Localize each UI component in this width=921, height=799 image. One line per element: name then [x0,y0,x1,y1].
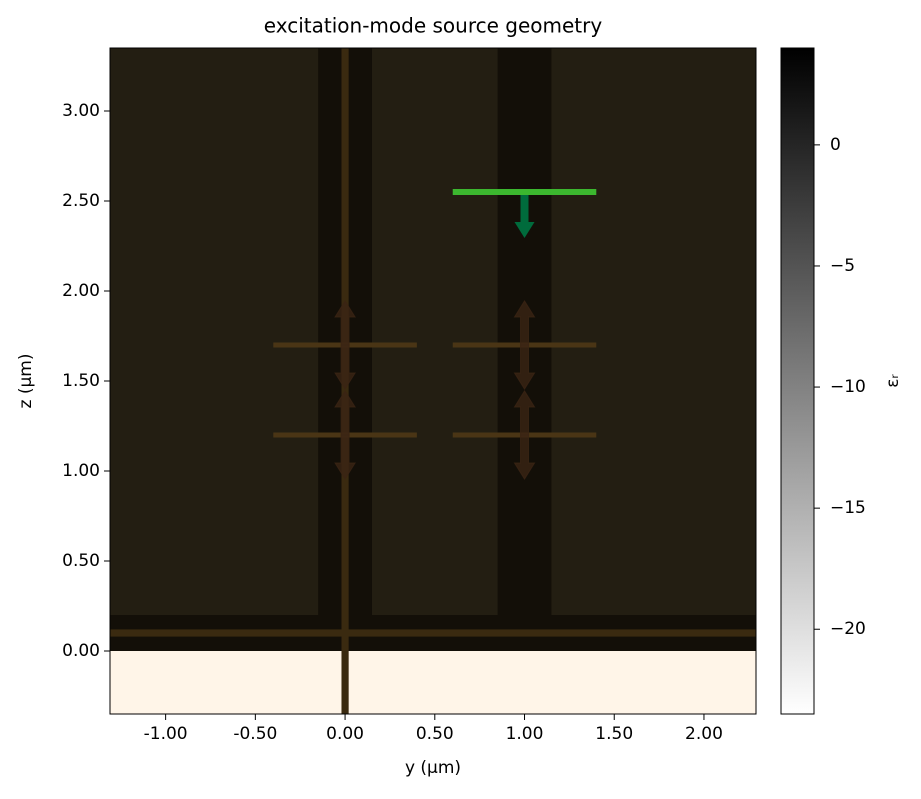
colorbar-tick-label: −15 [830,498,866,518]
colorbar-tick-label: −10 [830,377,866,397]
y-tick-label: 1.50 [62,371,100,391]
source-arrow [514,194,535,238]
monitor-arrow [513,434,536,480]
colorbar-tick-label: −5 [830,256,855,276]
monitor-arrow [334,300,356,346]
plot-area [110,48,756,714]
colorbar-tick-label: 0 [830,135,841,155]
monitor-arrow [513,390,536,436]
structure [110,48,756,651]
x-tick-label: 1.00 [506,724,544,744]
x-tick-label: 2.00 [685,724,723,744]
colorbar-label: εᵣ [883,374,903,388]
monitor-arrow [334,434,356,480]
monitor-arrow [334,344,356,390]
y-tick-label: 2.50 [62,191,100,211]
y-tick-label: 2.00 [62,281,100,301]
chart-title: excitation-mode source geometry [264,14,603,38]
colorbar-tick-label: −20 [830,619,866,639]
y-tick-label: 0.00 [62,641,100,661]
y-tick-label: 3.00 [62,101,100,121]
monitor-arrow [513,300,536,346]
structure [110,629,756,637]
y-axis-label: z (µm) [16,354,36,409]
monitor-arrow [334,390,356,436]
x-tick-label: -1.00 [144,724,188,744]
y-tick-label: 1.00 [62,461,100,481]
structure [110,651,756,714]
x-axis-label: y (µm) [405,758,461,778]
y-tick-label: 0.50 [62,551,100,571]
x-tick-label: 0.50 [416,724,454,744]
colorbar [780,47,815,715]
x-tick-label: 1.50 [595,724,633,744]
x-tick-label: 0.00 [326,724,364,744]
x-tick-label: -0.50 [233,724,277,744]
monitor-arrow [513,344,536,390]
